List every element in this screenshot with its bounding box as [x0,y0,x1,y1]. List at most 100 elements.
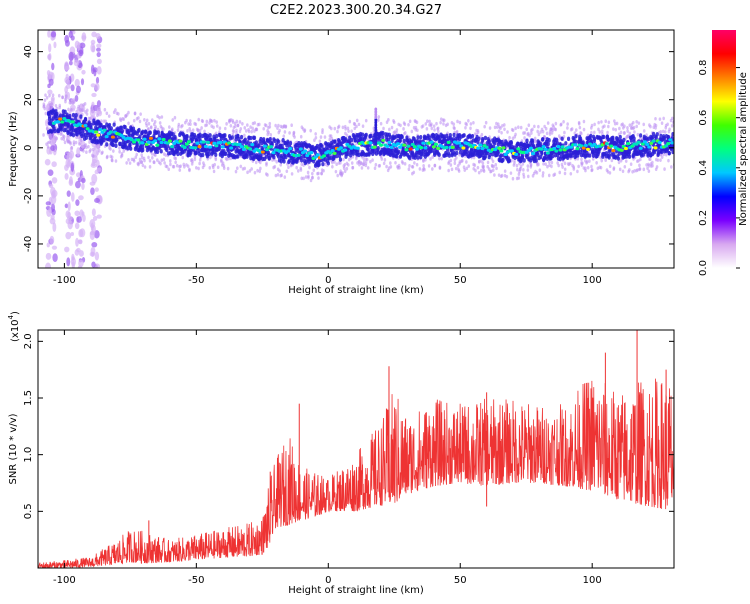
spectrogram-peak-dot [573,143,578,147]
spectrogram-halo-dot [580,157,583,162]
spectrogram-halo-dot [88,116,92,121]
spectrogram-core-dot [64,127,68,133]
spectrogram-peak-dot [476,146,481,150]
spectrogram-halo-dot [517,125,520,129]
spectrogram-peak-dot [543,147,548,152]
spectrogram-halo-dot [346,163,350,167]
spectrogram-halo-dot [633,130,636,134]
spectrogram-peak-dot [431,145,436,149]
spectrogram-halo-dot [342,157,345,162]
spectrogram-peak-dot [296,153,301,157]
spectrogram-halo-dot [663,167,666,171]
spectrogram-halo-dot [537,132,541,137]
spectrogram-halo-dot [407,167,411,172]
spectrogram-halo-dot [599,165,603,170]
spectrogram-core-dot [166,143,170,149]
spectrogram-halo-dot [53,145,57,150]
spectrogram-halo-dot [156,158,159,162]
spectrogram-core-dot [273,138,277,144]
spectrogram-halo-dot [492,164,495,169]
spectrogram-core-dot [547,138,551,143]
spectrogram-spike-dot [374,123,378,127]
spectrogram-peak-dot [129,138,134,142]
spectrogram-peak-dot [167,139,172,143]
spectrogram-peak-dot [212,141,217,145]
spectrogram-halo-dot [412,170,416,175]
spectrogram-halo-dot [213,118,216,123]
spectrogram-peak-dot [195,141,200,145]
spectrogram-halo-dot [577,122,581,126]
spectrogram-core-dot [408,155,412,161]
spectrogram-core-dot [602,134,606,140]
spectrogram-peak-dot [410,142,415,147]
spectrogram-core-dot [300,158,304,163]
spectrogram-column-dot [80,78,85,86]
spectrogram-core-dot [398,138,403,143]
snr-scale-exponent: 4 [7,314,15,319]
spectrogram-peak-dot [552,146,557,151]
snr-ytick-label: 2.0 [23,333,34,349]
spectrogram-halo-dot [183,164,186,169]
spectrogram-halo-dot [159,161,162,166]
spectrogram-core-dot [159,149,163,154]
spectrogram-column-dot [51,203,55,213]
spectrogram-halo-dot [203,129,206,134]
spectrogram-halo-dot [600,158,604,163]
spectrogram-halo-dot [465,160,468,164]
spectrogram-peak-dot [332,151,337,156]
spectrogram-core-dot [655,132,659,137]
spectrogram-halo-dot [588,159,591,163]
spectrogram-peak-dot [619,148,624,152]
spectrogram-halo-dot [364,118,368,123]
spectrogram-core-dot [564,141,568,146]
spectrogram-core-dot [208,133,212,138]
spectrogram-core-dot [112,122,116,127]
spectrogram-halo-dot [607,120,611,125]
spectrogram-core-dot [119,125,124,130]
spectrogram-halo-dot [623,124,626,128]
spectrogram-peak-dot [96,133,101,137]
spectrogram-halo-dot [566,126,569,130]
spectrogram-halo-dot [533,124,536,129]
spectrogram-halo-dot [218,126,222,130]
spectrogram-halo-dot [246,123,249,127]
spectrogram-halo-dot [572,167,576,171]
spectrogram-core-dot [74,113,78,118]
spectrogram-halo-dot [615,121,619,126]
spectrogram-halo-dot [664,152,668,157]
spectrogram-halo-dot [75,109,78,114]
snr-trace [38,330,674,568]
spectrogram-halo-dot [433,163,437,168]
spectrogram-halo-dot [232,129,236,134]
spectrogram-column-dot [51,161,57,168]
spectrogram-peak-dot [636,140,641,145]
spectrogram-halo-dot [491,168,495,172]
spectrogram-halo-dot [162,157,166,162]
spectrogram-core-dot [607,153,611,158]
spectrogram-halo-dot [80,108,84,112]
spectrogram-halo-dot [253,170,257,175]
spectrogram-halo-dot [642,122,646,127]
snr-scale-open: (x10 [10,319,21,342]
spectrogram-halo-dot [436,126,440,131]
spectrogram-halo-dot [574,128,578,132]
spectrogram-column-dot [79,209,84,218]
spectrogram-halo-dot [617,160,621,165]
spectrogram-halo-dot [597,120,600,125]
spectrogram-halo-dot [618,126,621,131]
snr-xtick-label: 100 [583,575,602,586]
spectrogram-halo-dot [539,130,542,134]
spectrogram-halo-dot [247,129,251,134]
spectrogram-halo-dot [654,116,657,121]
spectrogram-halo-dot [597,127,600,132]
spectrogram-halo-dot [112,149,115,153]
spectrogram-halo-dot [403,162,407,166]
spectrogram-core-dot [560,136,564,141]
spectrogram-peak-dot [214,144,219,148]
spectrogram-halo-dot [590,123,594,128]
spectrogram-core-dot [376,145,380,151]
spectrogram-halo-dot [415,120,419,125]
spectrogram-halo-dot [638,163,641,168]
spectrogram-halo-dot [426,119,429,123]
spectrogram-column-dot [70,257,76,267]
